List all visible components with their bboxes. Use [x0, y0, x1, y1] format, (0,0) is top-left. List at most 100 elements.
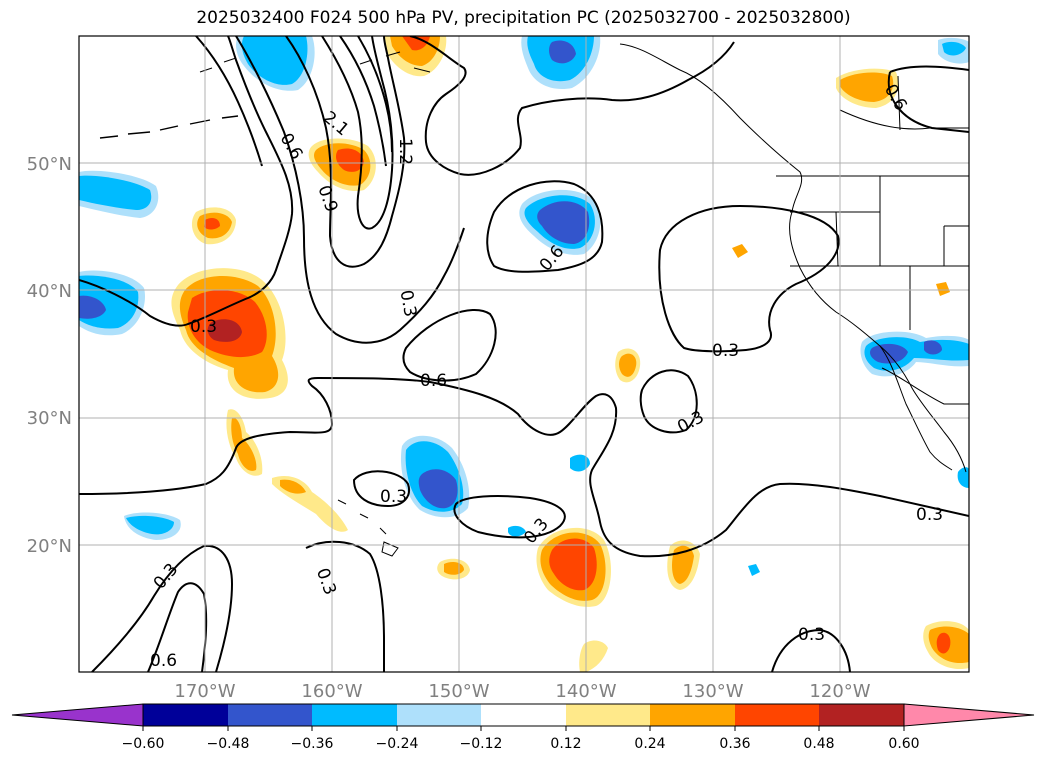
- pv-contour-line: [235, 36, 465, 344]
- precip-blob: [936, 632, 951, 654]
- hawaiian-islands: [337, 499, 399, 557]
- contour-label: 0.3: [916, 505, 943, 525]
- pv-contour-line: [771, 628, 851, 672]
- precip-blob: [957, 467, 969, 488]
- contour-label: 1.2: [395, 138, 415, 165]
- pv-contour-line: [339, 36, 387, 167]
- lat-label: 20°N: [27, 536, 72, 557]
- coastlines: [99, 43, 969, 557]
- precip-blob: [537, 201, 590, 244]
- colorbar-segment: [566, 704, 650, 726]
- precip-blob: [508, 525, 526, 537]
- map-frame: [78, 35, 970, 673]
- precip-blob: [231, 417, 257, 471]
- contour-label: 0.3: [712, 341, 739, 361]
- precip-blob: [672, 545, 694, 584]
- contour-label: 0.6: [150, 651, 177, 671]
- lon-label: 150°W: [428, 681, 489, 702]
- gridlines: [79, 36, 969, 672]
- colorbar-extend-left: [11, 703, 144, 727]
- aleutian-islands: [99, 115, 239, 139]
- colorbar-tick-label: 0.36: [719, 736, 750, 752]
- colorbar-tick-label: 0.12: [550, 736, 581, 752]
- colorbar-frame: [142, 703, 905, 727]
- colorbar-tick-label: 0.48: [803, 736, 834, 752]
- precip-blob: [549, 40, 576, 64]
- lat-label: 40°N: [27, 281, 72, 302]
- precip-blob: [570, 454, 590, 472]
- precip-blob: [924, 340, 942, 355]
- lat-label: 30°N: [27, 408, 72, 429]
- lon-label: 130°W: [682, 681, 743, 702]
- pv-contours: [79, 36, 969, 672]
- alaska-coast: [199, 51, 431, 73]
- contour-label: 0.3: [396, 288, 420, 318]
- lon-label: 120°W: [809, 681, 870, 702]
- colorbar-segment: [312, 704, 397, 726]
- pv-contour-line: [91, 544, 234, 672]
- precip-blob: [280, 479, 306, 494]
- pv-contour-line: [79, 376, 969, 558]
- colorbar-tick-label: −0.12: [460, 736, 503, 752]
- precip-negative-anomalies: [79, 36, 969, 576]
- colorbar-segment: [650, 704, 735, 726]
- precip-blob: [241, 36, 308, 85]
- pv-contour-line: [357, 36, 393, 153]
- colorbar-tick-label: −0.24: [376, 736, 419, 752]
- precip-blob: [207, 319, 242, 342]
- contour-label: 0.6: [420, 371, 447, 391]
- pv-contour-line: [639, 369, 698, 434]
- colorbar-tick-label: −0.48: [207, 736, 250, 752]
- precip-blob: [204, 218, 220, 230]
- colorbar-segment: [481, 704, 566, 726]
- colorbar-segment: [819, 704, 904, 726]
- precip-positive-anomalies: [171, 36, 969, 672]
- pv-contour-line: [285, 36, 406, 268]
- lon-label: 170°W: [174, 681, 235, 702]
- pv-contour-line: [409, 36, 735, 176]
- pv-contour-line: [305, 540, 385, 672]
- colorbar: −0.60 −0.48 −0.36 −0.24 −0.12 0.12 0.24 …: [11, 703, 1035, 752]
- pv-contour-line: [453, 495, 566, 539]
- colorbar-segment: [143, 704, 228, 726]
- precip-blob: [870, 343, 908, 364]
- precip-blob: [732, 244, 748, 258]
- border-us-mexico: [881, 367, 969, 405]
- precip-blob: [79, 295, 106, 319]
- state-borders: [790, 176, 969, 330]
- colorbar-tick-label: −0.60: [122, 736, 165, 752]
- pv-contour-line: [79, 36, 294, 327]
- pv-contour-line: [658, 204, 840, 353]
- pv-contour-line: [486, 180, 604, 273]
- precip-blob: [840, 72, 894, 102]
- precip-blob: [936, 282, 950, 296]
- chart-title: 2025032400 F024 500 hPa PV, precipitatio…: [196, 8, 851, 28]
- pv-contour-line: [352, 470, 410, 508]
- contour-label: 0.3: [190, 317, 217, 337]
- colorbar-segment: [735, 704, 819, 726]
- lon-label: 160°W: [301, 681, 362, 702]
- lat-label: 50°N: [27, 154, 72, 175]
- precip-blob: [549, 538, 597, 591]
- pv-contour-line: [195, 36, 263, 167]
- precip-blob: [418, 469, 458, 509]
- colorbar-segment: [228, 704, 312, 726]
- colorbar-segment: [397, 704, 481, 726]
- precip-blob: [619, 353, 637, 377]
- contour-label: 0.3: [798, 625, 825, 645]
- colorbar-tick-label: 0.24: [634, 736, 665, 752]
- pv-contour-line: [887, 65, 969, 133]
- coastline-baja: [879, 345, 953, 471]
- pv-contour-line: [321, 36, 394, 230]
- colorbar-extend-right: [903, 703, 1035, 727]
- precip-blob: [336, 148, 364, 172]
- contour-label: 0.3: [380, 487, 407, 507]
- latitude-labels: 50°N 40°N 30°N 20°N: [27, 154, 72, 557]
- precip-blob: [79, 175, 152, 210]
- precip-blob: [748, 564, 760, 576]
- longitude-labels: 170°W 160°W 150°W 140°W 130°W 120°W: [174, 681, 870, 702]
- colorbar-ticks: [142, 726, 905, 731]
- coastline-north-america: [619, 43, 967, 473]
- colorbar-tick-label: −0.36: [291, 736, 334, 752]
